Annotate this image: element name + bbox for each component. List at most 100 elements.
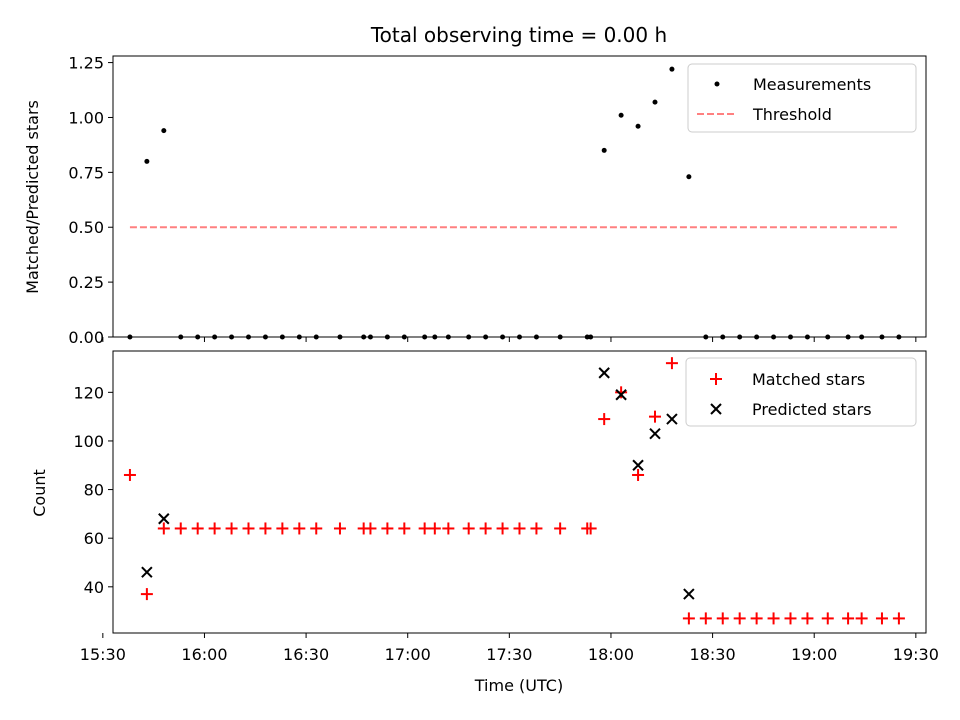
measurement-point <box>635 123 641 129</box>
legend-matched-marker <box>710 373 722 385</box>
x-tick-label: 17:30 <box>486 645 532 664</box>
measurement-point <box>652 99 658 105</box>
matched-stars-point <box>191 522 204 535</box>
bottom-legend: Matched stars Predicted stars <box>685 357 917 427</box>
matched-stars-point <box>140 588 153 601</box>
matched-stars-point <box>496 522 509 535</box>
matched-stars-point <box>364 522 377 535</box>
bottom-y-tick-label: 80 <box>84 481 104 500</box>
matched-stars-point <box>123 468 136 481</box>
matched-stars-point <box>428 522 441 535</box>
matched-stars-point <box>699 612 712 625</box>
x-tick-label: 16:00 <box>181 645 227 664</box>
matched-stars-point <box>225 522 238 535</box>
legend-measurements-label: Measurements <box>753 75 871 94</box>
top-y-tick-label: 0.75 <box>68 163 104 182</box>
matched-stars-point <box>513 522 526 535</box>
bottom-plot-area: 15:30 16:00 16:30 17:00 17:30 18:00 18:30 19:00… <box>73 357 939 664</box>
top-y-tick-label: 1.00 <box>68 108 104 127</box>
predicted-stars-point <box>683 588 695 600</box>
x-tick-label: 19:00 <box>791 645 837 664</box>
top-y-axis-label: Matched/Predicted stars <box>23 100 42 294</box>
x-axis-label: Time (UTC) <box>474 676 563 695</box>
matched-stars-point <box>479 522 492 535</box>
matched-stars-point <box>875 612 888 625</box>
matched-stars-point <box>293 522 306 535</box>
matched-stars-point <box>750 612 763 625</box>
matched-stars-point <box>801 612 814 625</box>
matched-stars-point <box>333 522 346 535</box>
matched-stars-point <box>530 522 543 535</box>
matched-stars-point <box>665 357 678 370</box>
predicted-stars-point <box>615 389 627 401</box>
predicted-stars-point <box>649 427 661 440</box>
matched-stars-point <box>398 522 411 535</box>
bottom-y-axis-label: Count <box>30 469 49 517</box>
measurement-point <box>669 66 675 72</box>
matched-stars-point <box>649 410 661 423</box>
matched-stars-point <box>242 522 255 535</box>
legend-predicted-label: Predicted stars <box>752 400 872 419</box>
predicted-stars-point <box>598 367 610 379</box>
matched-stars-point <box>208 522 221 535</box>
top-legend-box <box>687 63 917 133</box>
measurement-point <box>601 147 607 153</box>
matched-stars-point <box>716 612 729 625</box>
top-legend: Measurements Threshold <box>687 63 917 133</box>
measurement-point <box>686 174 692 180</box>
legend-matched-label: Matched stars <box>752 370 865 389</box>
predicted-stars-point <box>158 513 170 525</box>
matched-stars-point <box>682 612 695 625</box>
top-y-tick-label: 0.00 <box>68 328 104 347</box>
matched-stars-point <box>174 522 187 535</box>
matched-stars-point <box>598 413 611 426</box>
bottom-y-tick-label: 100 <box>73 432 104 451</box>
x-tick-label: 16:30 <box>283 645 329 664</box>
matched-stars-point <box>842 612 855 625</box>
matched-stars-point <box>310 522 323 535</box>
matched-stars-point <box>381 522 394 535</box>
measurement-point <box>144 158 150 164</box>
measurement-point <box>161 128 167 134</box>
top-chart-title: Total observing time = 0.00 h <box>370 23 667 47</box>
matched-stars-point <box>855 612 868 625</box>
matched-stars-point <box>784 612 797 625</box>
bottom-legend-box <box>685 357 917 427</box>
x-tick-label: 18:00 <box>588 645 634 664</box>
x-tick-label: 15:30 <box>80 645 126 664</box>
matched-stars-point <box>615 386 628 399</box>
top-plot-area: 0.00 0.25 0.50 0.75 1.00 1.25 <box>68 54 917 347</box>
matched-stars-point <box>157 522 170 535</box>
matched-stars-point <box>259 522 272 535</box>
x-tick-label: 19:30 <box>893 645 939 664</box>
top-y-tick-label: 1.25 <box>68 54 104 73</box>
legend-threshold-label: Threshold <box>752 105 832 124</box>
matched-stars-point <box>767 612 780 625</box>
top-y-tick-label: 0.50 <box>68 218 104 237</box>
legend-predicted-marker <box>710 403 722 415</box>
x-tick-label: 17:00 <box>385 645 431 664</box>
matched-stars-point <box>554 522 567 535</box>
matched-stars-point <box>276 522 289 535</box>
matched-stars-point <box>418 522 431 535</box>
bottom-plot-frame <box>112 350 927 634</box>
matched-stars-point <box>632 468 645 481</box>
matched-stars-point <box>733 612 746 625</box>
matched-stars-point <box>892 612 905 625</box>
predicted-stars-point <box>141 566 153 578</box>
matched-stars-point <box>584 522 597 535</box>
top-plot-frame <box>112 55 927 338</box>
legend-measurements-marker <box>714 81 720 87</box>
matched-stars-point <box>442 522 455 535</box>
bottom-y-tick-label: 120 <box>73 383 104 402</box>
x-tick-label: 18:30 <box>690 645 736 664</box>
bottom-y-tick-label: 60 <box>84 529 104 548</box>
predicted-stars-point <box>666 413 678 425</box>
matched-stars-point <box>462 522 475 535</box>
bottom-y-tick-label: 40 <box>84 578 104 597</box>
measurement-point <box>618 112 624 118</box>
predicted-stars-point <box>632 459 644 471</box>
matched-stars-point <box>821 612 834 625</box>
top-y-tick-label: 0.25 <box>68 273 104 292</box>
